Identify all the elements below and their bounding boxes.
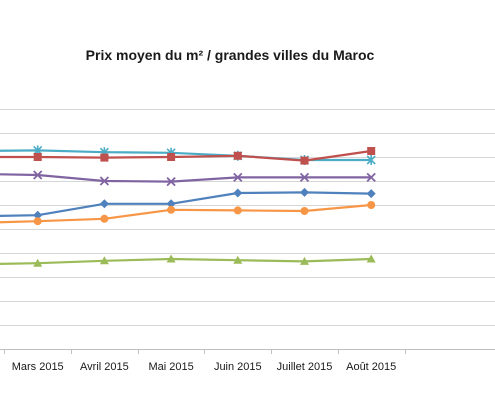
- series-5-point-4: [233, 255, 243, 264]
- series-5-line: [0, 257, 373, 265]
- gridlines: [0, 109, 495, 326]
- series-4-point-3: [167, 205, 176, 214]
- series-5-point-5: [300, 256, 309, 265]
- series-3-point-6: [366, 189, 376, 199]
- series-1-point-6: [367, 147, 376, 155]
- series-5-point-3: [166, 254, 176, 263]
- series-1: [0, 147, 376, 165]
- x-axis: Mars 2015 Avril 2015 Mai 2015 Juin 2015 Juil…: [0, 349, 495, 373]
- series-2-point-5: [299, 172, 310, 183]
- series-2-point-4: [233, 172, 243, 183]
- series-3-point-2: [99, 199, 109, 209]
- series-4-point-4: [233, 206, 242, 215]
- series-4-point-6: [367, 201, 376, 209]
- series-1-point-2: [100, 153, 109, 162]
- series-5-point-1: [33, 258, 43, 267]
- series-2-point-1: [33, 170, 43, 180]
- series-1-point-5: [300, 156, 309, 165]
- x-tick-label-5: Juillet 2015: [277, 361, 333, 373]
- series-3-point-3: [166, 199, 176, 209]
- x-tick-label-2: Avril 2015: [80, 361, 129, 373]
- series-0-point-6: [366, 155, 376, 165]
- series-0: [0, 145, 376, 165]
- series-2-line: [0, 173, 373, 183]
- series-3-line: [0, 191, 373, 217]
- series-4-point-5: [300, 207, 309, 215]
- series-2-point-2: [99, 176, 110, 186]
- series-3-point-1: [33, 210, 43, 220]
- series-3: [0, 187, 376, 220]
- x-tick-label-1: Mars 2015: [12, 361, 64, 373]
- series-4-line: [0, 203, 373, 224]
- series-1-point-4: [233, 151, 242, 160]
- series-group: [0, 145, 376, 267]
- x-tick-label-3: Mai 2015: [148, 361, 193, 373]
- series-4-point-2: [100, 214, 109, 223]
- series-3-point-4: [233, 188, 243, 198]
- series-1-point-1: [33, 153, 42, 161]
- chart-title: Prix moyen du m² / grandes villes du Mar…: [86, 47, 375, 63]
- series-5: [0, 254, 376, 267]
- series-4: [0, 201, 376, 226]
- series-1-point-3: [167, 153, 176, 161]
- series-5-point-2: [99, 256, 109, 265]
- series-5-point-6: [366, 254, 376, 263]
- series-3-point-5: [300, 187, 309, 197]
- series-2-point-3: [166, 176, 176, 187]
- series-2: [0, 170, 376, 187]
- series-4-point-1: [33, 217, 42, 226]
- x-tick-label-4: Juin 2015: [214, 361, 262, 373]
- series-2-point-6: [366, 172, 376, 183]
- x-tick-label-6: Août 2015: [346, 361, 396, 373]
